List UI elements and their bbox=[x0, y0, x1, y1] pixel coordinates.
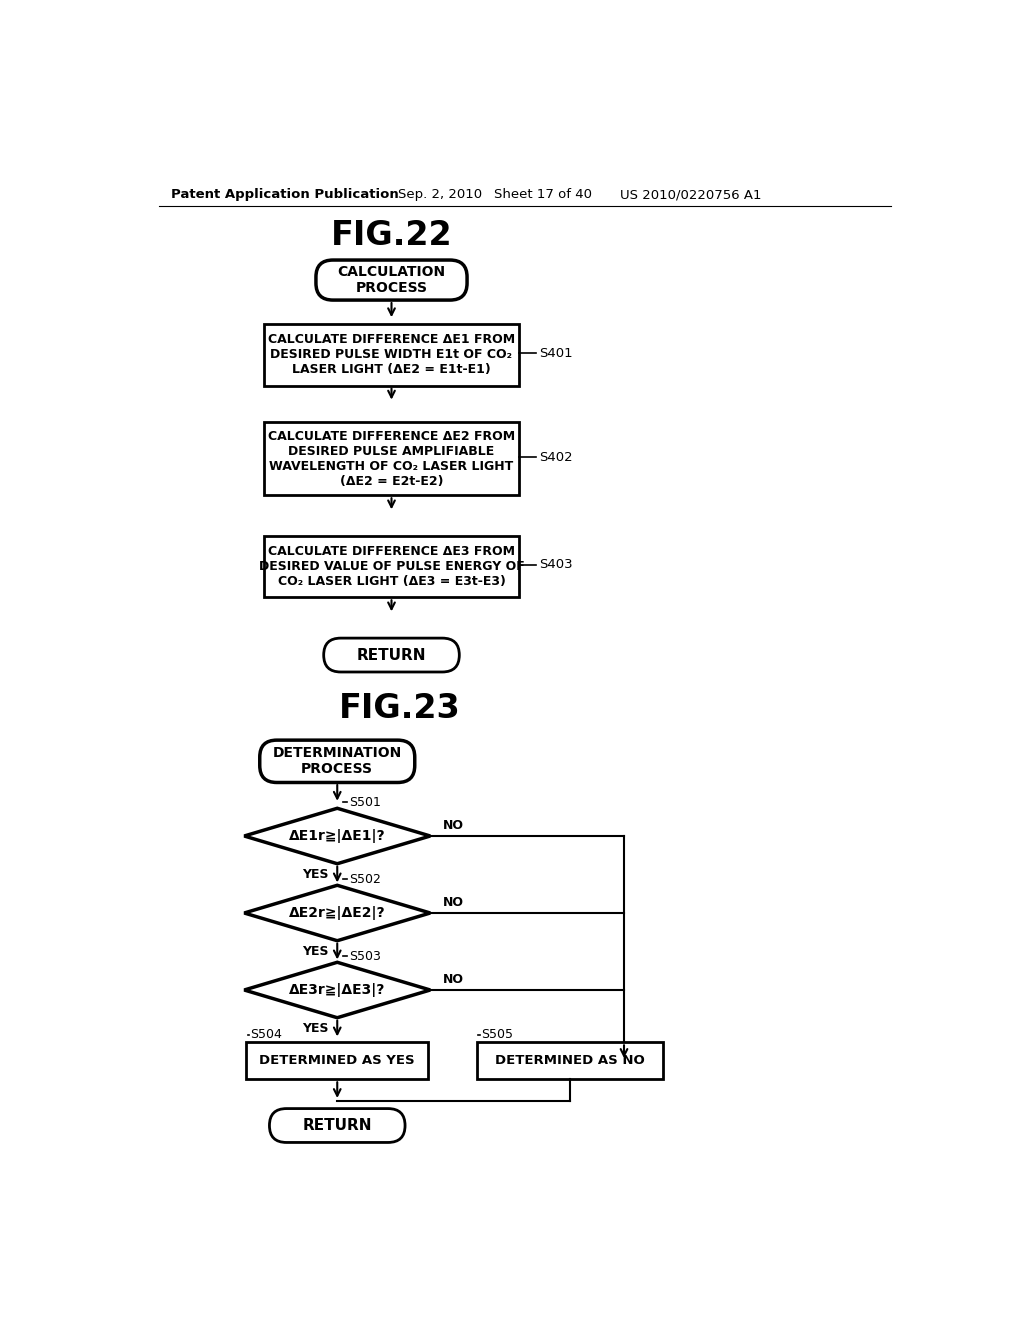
Text: YES: YES bbox=[302, 869, 329, 880]
Text: NO: NO bbox=[443, 818, 464, 832]
Text: S501: S501 bbox=[349, 796, 381, 809]
Text: CALCULATE DIFFERENCE ΔE2 FROM
DESIRED PULSE AMPLIFIABLE
WAVELENGTH OF CO₂ LASER : CALCULATE DIFFERENCE ΔE2 FROM DESIRED PU… bbox=[268, 430, 515, 487]
Polygon shape bbox=[245, 962, 430, 1018]
Text: DETERMINATION
PROCESS: DETERMINATION PROCESS bbox=[272, 746, 401, 776]
Text: DETERMINED AS NO: DETERMINED AS NO bbox=[495, 1055, 645, 1068]
Text: NO: NO bbox=[443, 973, 464, 986]
Text: S502: S502 bbox=[349, 873, 381, 886]
Text: S504: S504 bbox=[250, 1028, 282, 1041]
Text: ΔE3r≧|ΔE3|?: ΔE3r≧|ΔE3|? bbox=[289, 983, 385, 997]
Text: CALCULATE DIFFERENCE ΔE3 FROM
DESIRED VALUE OF PULSE ENERGY OF
CO₂ LASER LIGHT (: CALCULATE DIFFERENCE ΔE3 FROM DESIRED VA… bbox=[259, 545, 524, 587]
Text: DETERMINED AS YES: DETERMINED AS YES bbox=[259, 1055, 415, 1068]
Text: CALCULATION
PROCESS: CALCULATION PROCESS bbox=[338, 265, 445, 296]
Text: RETURN: RETURN bbox=[302, 1118, 372, 1133]
Text: US 2010/0220756 A1: US 2010/0220756 A1 bbox=[621, 187, 762, 201]
Bar bbox=[263, 536, 519, 597]
FancyBboxPatch shape bbox=[324, 638, 460, 672]
Text: NO: NO bbox=[443, 896, 464, 908]
Polygon shape bbox=[245, 886, 430, 941]
Text: S402: S402 bbox=[539, 450, 572, 463]
Text: FIG.22: FIG.22 bbox=[331, 219, 453, 252]
Bar bbox=[263, 323, 519, 385]
Text: ΔE1r≧|ΔE1|?: ΔE1r≧|ΔE1|? bbox=[289, 829, 386, 843]
Bar bbox=[246, 1043, 428, 1080]
Text: Sheet 17 of 40: Sheet 17 of 40 bbox=[494, 187, 592, 201]
Bar bbox=[263, 422, 519, 495]
Text: FIG.23: FIG.23 bbox=[338, 693, 460, 726]
Text: Sep. 2, 2010: Sep. 2, 2010 bbox=[397, 187, 482, 201]
Text: ΔE2r≧|ΔE2|?: ΔE2r≧|ΔE2|? bbox=[289, 906, 386, 920]
Text: S403: S403 bbox=[539, 558, 572, 572]
Text: CALCULATE DIFFERENCE ΔE1 FROM
DESIRED PULSE WIDTH E1t OF CO₂
LASER LIGHT (ΔE2 = : CALCULATE DIFFERENCE ΔE1 FROM DESIRED PU… bbox=[268, 333, 515, 376]
Text: S505: S505 bbox=[480, 1028, 513, 1041]
Text: Patent Application Publication: Patent Application Publication bbox=[171, 187, 398, 201]
Text: S401: S401 bbox=[539, 347, 572, 360]
FancyBboxPatch shape bbox=[260, 741, 415, 783]
Text: RETURN: RETURN bbox=[356, 648, 426, 663]
Polygon shape bbox=[245, 808, 430, 863]
Bar bbox=[477, 1043, 663, 1080]
Text: YES: YES bbox=[302, 1022, 329, 1035]
FancyBboxPatch shape bbox=[269, 1109, 406, 1142]
FancyBboxPatch shape bbox=[316, 260, 467, 300]
Text: YES: YES bbox=[302, 945, 329, 958]
Text: S503: S503 bbox=[349, 949, 381, 962]
